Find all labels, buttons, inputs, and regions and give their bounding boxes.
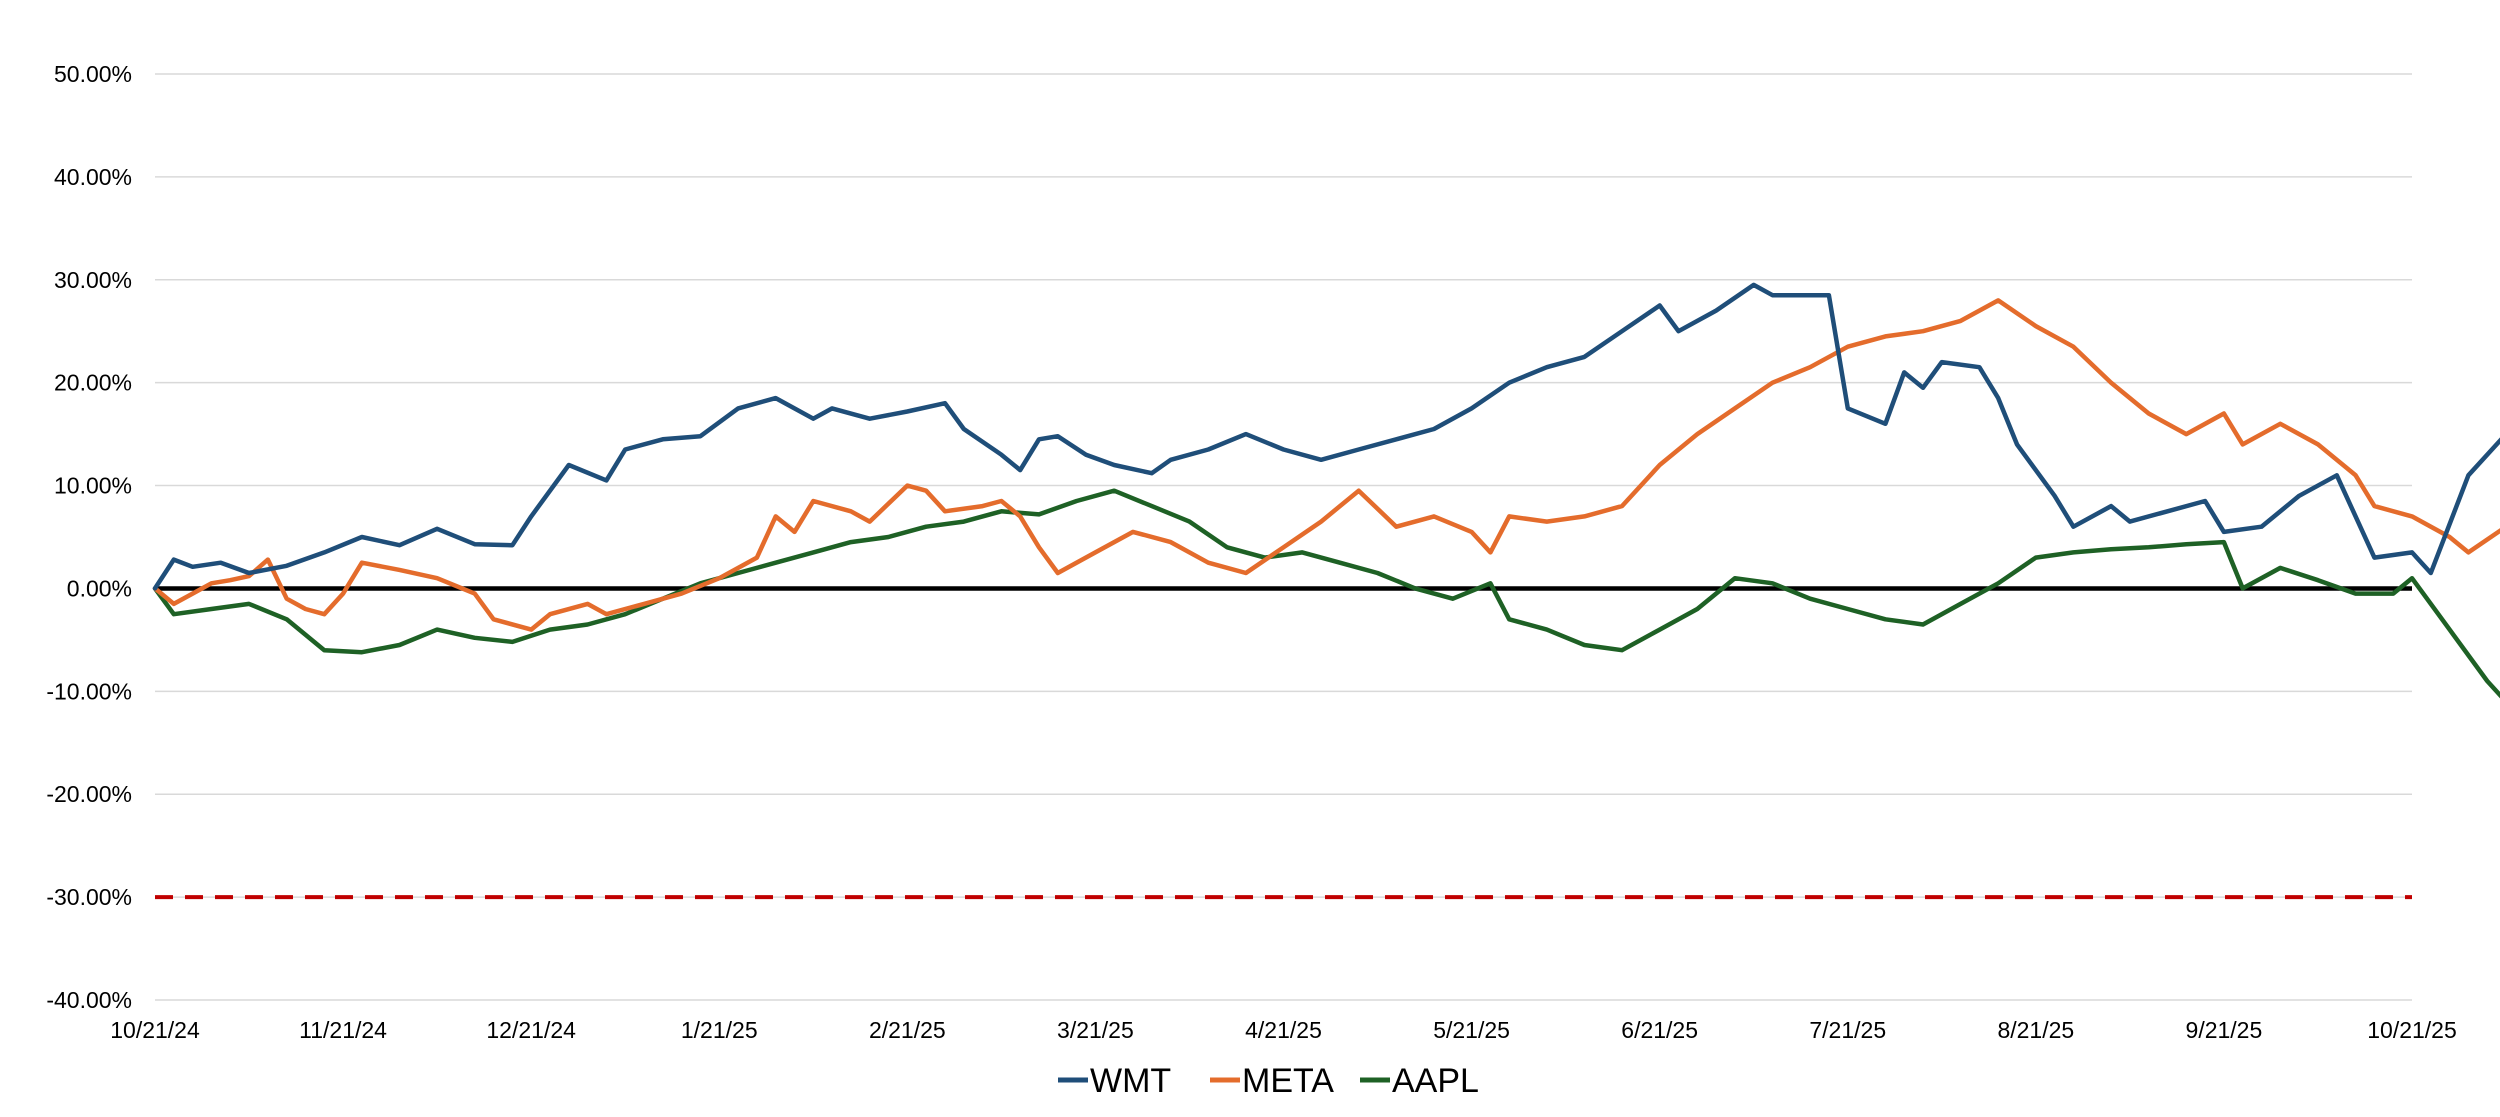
y-tick-label: -20.00%: [46, 781, 132, 807]
legend-item-aapl: AAPL: [1360, 1062, 1479, 1100]
x-tick-label: 8/21/25: [1997, 1017, 2074, 1043]
y-tick-label: 30.00%: [54, 267, 132, 293]
y-tick-label: 20.00%: [54, 370, 132, 396]
x-tick-label: 7/21/25: [1809, 1017, 1886, 1043]
gridlines: [155, 73, 2412, 1001]
legend-label: META: [1242, 1062, 1334, 1100]
x-tick-label: 9/21/25: [2186, 1017, 2263, 1043]
x-axis-tick-labels: 10/21/24 11/21/24 12/21/24 1/21/25 2/21/25 3/…: [110, 1017, 2457, 1043]
y-tick-label: -30.00%: [46, 884, 132, 910]
x-tick-label: 5/21/25: [1433, 1017, 1510, 1043]
x-tick-label: 3/21/25: [1057, 1017, 1134, 1043]
legend-item-wmt: WMT: [1058, 1062, 1171, 1100]
y-tick-label: 0.00%: [67, 575, 132, 601]
x-tick-label: 11/21/24: [299, 1017, 387, 1043]
series-line-meta: [152, 298, 2500, 632]
series-lines: [152, 282, 2500, 699]
reference-lines: [155, 586, 2412, 900]
legend-label: AAPL: [1392, 1062, 1479, 1100]
legend: WMT META AAPL: [1058, 1062, 1479, 1100]
series-line-wmt: [152, 282, 2500, 591]
x-tick-label: 10/21/24: [110, 1017, 200, 1043]
x-tick-label: 2/21/25: [869, 1017, 946, 1043]
y-tick-label: 10.00%: [54, 473, 132, 499]
x-tick-label: 6/21/25: [1621, 1017, 1698, 1043]
y-tick-label: 40.00%: [54, 164, 132, 190]
y-tick-label: -40.00%: [46, 987, 132, 1013]
x-tick-label: 12/21/24: [486, 1017, 576, 1043]
legend-item-meta: META: [1210, 1062, 1334, 1100]
y-axis-tick-labels: 50.00% 40.00% 30.00% 20.00% 10.00% 0.00% -10.0…: [46, 61, 132, 1013]
x-tick-label: 10/21/25: [2367, 1017, 2457, 1043]
series-line-aapl: [152, 488, 2500, 699]
y-tick-label: -10.00%: [46, 678, 132, 704]
x-tick-label: 4/21/25: [1245, 1017, 1322, 1043]
y-tick-label: 50.00%: [54, 61, 132, 87]
x-tick-label: 1/21/25: [681, 1017, 758, 1043]
legend-label: WMT: [1090, 1062, 1171, 1100]
